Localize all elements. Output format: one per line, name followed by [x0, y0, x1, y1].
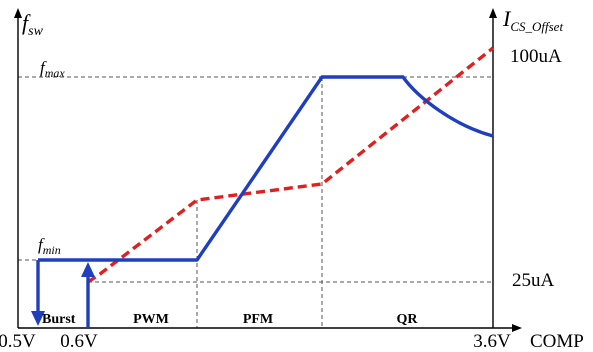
fmin-symbol: f [38, 235, 45, 254]
fmin-subscript: min [43, 243, 61, 257]
right-axis-subscript: CS_Offset [510, 19, 563, 34]
x-tick-3-6v: 3.6V [473, 331, 511, 352]
burst-exit-arrowhead [81, 262, 95, 277]
region-label-pfm: PFM [243, 312, 273, 327]
fmax-subscript: max [45, 66, 66, 80]
current-high-label: 100uA [510, 46, 562, 67]
x-tick-0-6v: 0.6V [60, 331, 98, 352]
left-axis-subscript: sw [28, 24, 43, 39]
right-axis-symbol: I [502, 6, 512, 31]
switching-frequency-curve [38, 75, 494, 262]
burst-enter-arrowhead [31, 311, 45, 326]
right-axis-label: ICS_Offset [502, 6, 563, 34]
left-axis-symbol: f [22, 10, 31, 35]
fmin-label: fmin [38, 235, 61, 257]
x-axis-arrowhead [512, 324, 522, 332]
right-axis-arrowhead [489, 8, 497, 18]
x-tick-0-5v: 0.5V [0, 331, 36, 352]
fmax-label: fmax [40, 58, 65, 80]
offset-current-curve [87, 46, 495, 284]
region-label-pwm: PWM [133, 312, 169, 327]
current-low-label: 25uA [512, 270, 555, 291]
region-label-qr: QR [397, 312, 419, 327]
x-axis-label: COMP [530, 331, 584, 352]
region-label-burst: Burst [42, 312, 76, 327]
fmax-symbol: f [40, 58, 47, 77]
guide-lines [18, 76, 493, 328]
burst-arrows [36, 260, 90, 328]
axes [17, 14, 516, 329]
left-axis-label: fsw [22, 10, 44, 39]
left-axis-arrowhead [14, 8, 22, 18]
